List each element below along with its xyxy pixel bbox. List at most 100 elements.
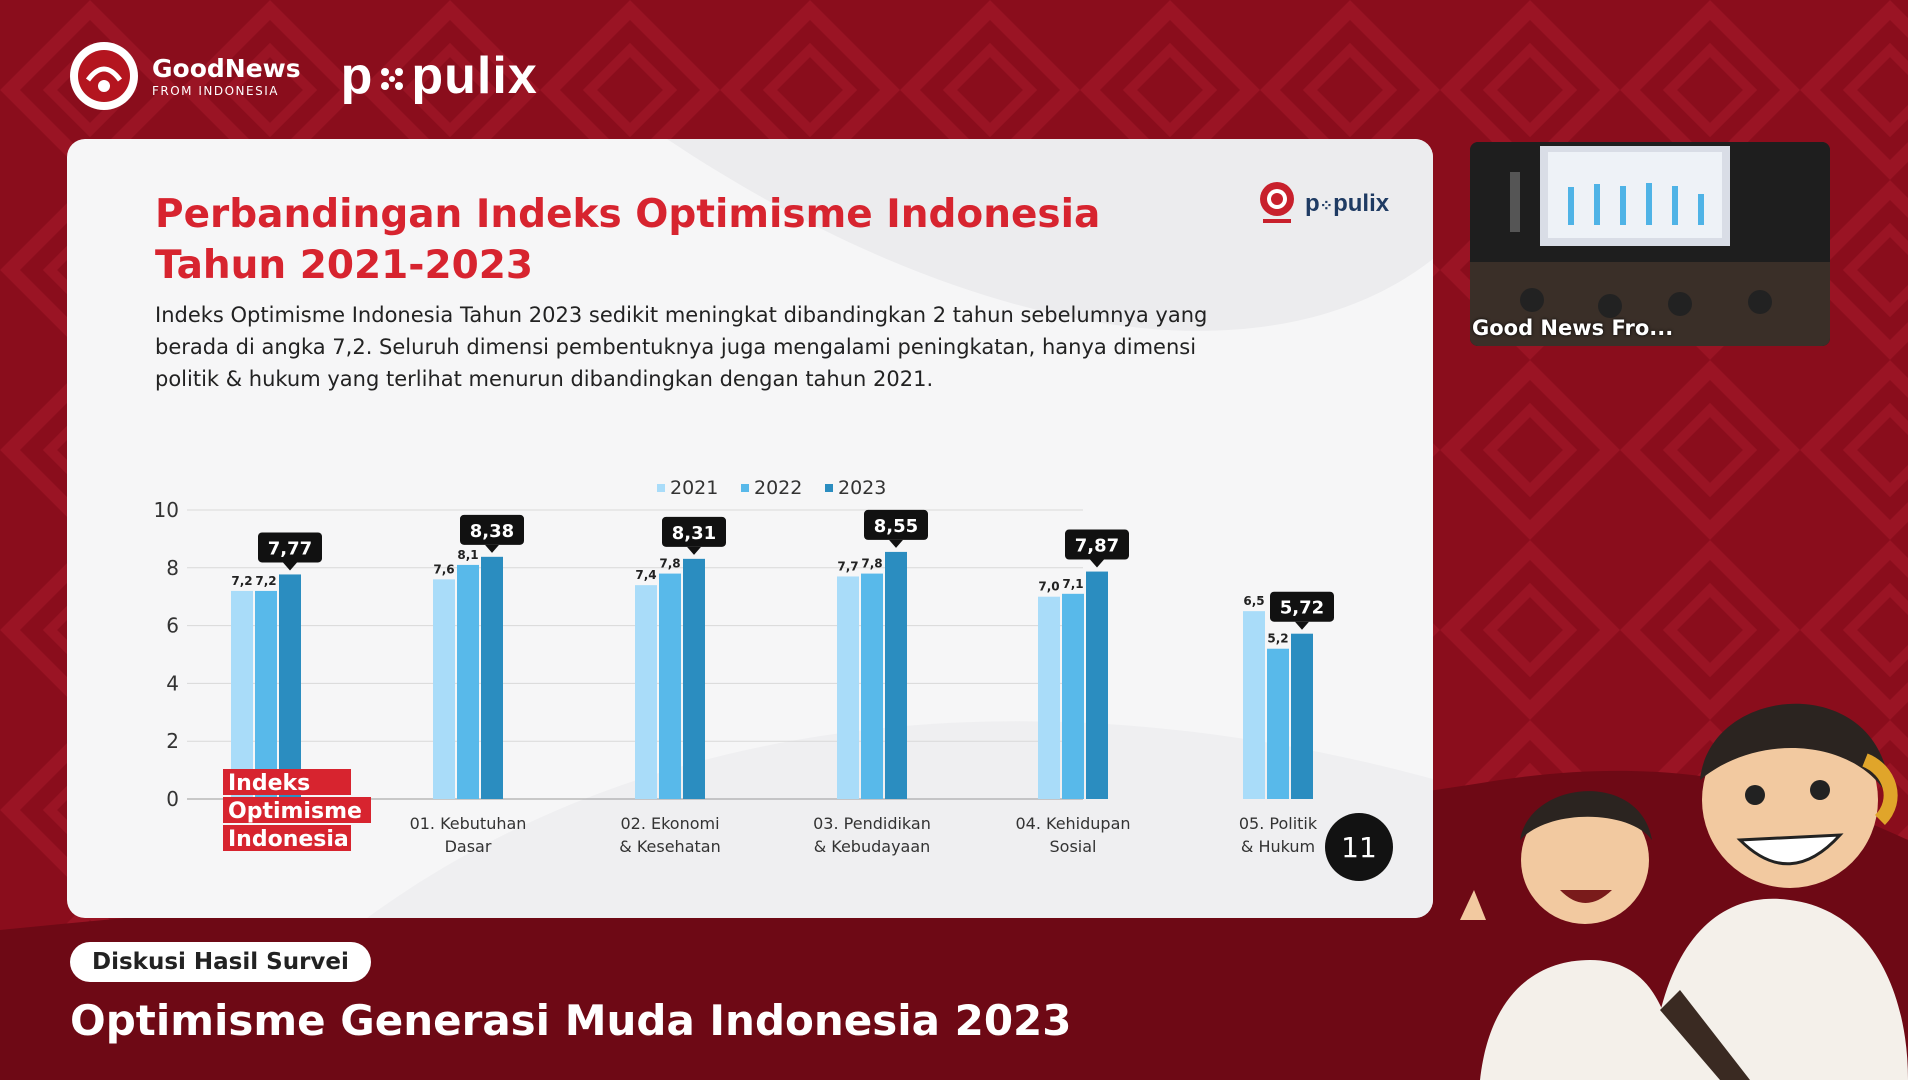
bar-2023-5 [1291,633,1313,799]
legend-label-2023: 2023 [838,477,886,499]
category-label-0-line1: Optimisme [228,799,362,824]
callout-box-4 [1065,529,1129,560]
category-label-1-line1: Dasar [445,837,492,856]
category-label-3-line1: & Kebudayaan [814,837,931,856]
populix-dots-icon [381,68,404,90]
y-tick-label-2: 2 [166,729,179,753]
data-label-2023-3: 8,55 [874,516,918,537]
callout-pointer-5 [1295,621,1309,630]
bar-2022-1 [457,564,479,799]
data-label-2021-3: 7,7 [837,559,858,573]
category-label-4-line0: 04. Kehidupan [1015,814,1130,833]
callout-pointer-2 [687,546,701,555]
callout-pointer-4 [1090,559,1104,568]
category-label-1-line0: 01. Kebutuhan [410,814,527,833]
category-label-5-line0: 05. Politik [1239,814,1318,833]
y-tick-label-6: 6 [166,614,179,638]
slide-title: Perbandingan Indeks Optimisme Indonesia … [155,189,1155,291]
populix-logo: p pulix [341,46,538,106]
bar-2021-1 [433,579,455,799]
callout-box-0 [258,532,322,563]
populix-mini-rest: pulix [1333,190,1390,217]
category-label-0-line0: Indeks [228,771,310,796]
legend-label-2021: 2021 [670,477,718,499]
goodnews-mini-logo-icon [1260,182,1294,223]
category-highlight-2 [223,825,351,851]
bar-2021-3 [837,576,859,799]
bar-2021-4 [1038,596,1060,799]
callout-box-5 [1270,591,1334,622]
bar-2023-0 [279,574,301,799]
data-label-2023-2: 8,31 [672,523,716,544]
populix-mini-p: p [1305,190,1320,217]
data-label-2022-3: 7,8 [861,557,882,571]
y-tick-label-10: 10 [154,498,179,522]
bar-2023-3 [885,551,907,799]
data-label-2022-5: 5,2 [1267,632,1288,646]
category-highlight-1 [223,797,371,823]
data-label-2021-4: 7,0 [1038,580,1059,594]
slide-title-line2: Tahun 2021-2023 [155,243,534,288]
goodnews-title: GoodNews [152,53,301,83]
mascot-illustration [1460,703,1908,1080]
callout-pointer-0 [283,562,297,571]
optimism-bar-chart: 0 2 4 6 8 10 2021 2022 2023 7,2 7,2 7,77 7,68,1 8,38 7… [154,477,1334,856]
goodnews-subtitle: FROM INDONESIA [152,83,279,98]
bar-2022-4 [1062,593,1084,799]
bar-2023-2 [683,558,705,799]
bar-2022-0 [255,590,277,799]
bar-2021-2 [635,585,657,799]
data-label-2022-1: 8,1 [457,548,478,562]
data-label-2022-2: 7,8 [659,557,680,571]
data-label-2023-5: 5,72 [1280,598,1324,619]
data-label-2022-0: 7,2 [255,574,276,588]
data-label-2021-0: 7,2 [231,574,252,588]
video-scene [1470,142,1830,346]
legend-label-2022: 2022 [754,477,802,499]
category-label-3-line0: 03. Pendidikan [813,814,931,833]
presentation-slide: Perbandingan Indeks Optimisme Indonesia … [67,139,1433,918]
callout-box-2 [662,516,726,547]
category-label-0-line2: Indonesia [228,827,349,852]
slide-logos: p⁘pulix [1259,181,1389,227]
bar-2021-5 [1243,611,1265,799]
data-label-2023-4: 7,87 [1075,536,1119,557]
bar-2022-3 [861,573,883,799]
populix-logo-rest: pulix [411,47,538,105]
callout-box-1 [460,514,524,545]
data-label-2023-0: 7,77 [268,538,312,559]
legend-swatch-2023 [825,484,833,492]
goodnews-logo: GoodNews FROM INDONESIA [68,40,301,112]
data-label-2023-1: 8,38 [470,521,514,542]
callout-box-3 [864,509,928,540]
category-highlight-0 [223,769,351,795]
data-label-2021-1: 7,6 [433,562,454,576]
slide-description: Indeks Optimisme Indonesia Tahun 2023 se… [155,303,1208,391]
slide-title-line1: Perbandingan Indeks Optimisme Indonesia [155,192,1101,237]
y-tick-label-0: 0 [166,787,179,811]
data-label-2021-5: 6,5 [1243,594,1264,608]
category-label-2-line1: & Kesehatan [619,837,720,856]
data-label-2021-2: 7,4 [635,568,656,582]
category-label-5-line1: & Hukum [1241,837,1315,856]
bar-2022-2 [659,573,681,799]
broadcast-title: Optimisme Generasi Muda Indonesia 2023 [70,996,1072,1045]
callout-pointer-3 [889,539,903,548]
populix-mini-logo: p⁘pulix [1305,190,1390,217]
y-tick-label-4: 4 [166,671,179,695]
slide-page-number: 11 [1325,813,1393,881]
goodnews-emblem-icon [70,42,138,110]
bar-2022-5 [1267,648,1289,799]
bar-2023-1 [481,556,503,799]
category-label-2-line0: 02. Ekonomi [620,814,719,833]
legend-swatch-2022 [741,484,749,492]
populix-logo-p: p [340,47,374,105]
bar-2021-0 [231,590,253,799]
y-tick-label-8: 8 [166,556,179,580]
video-participant-label: Good News Fro... [1472,316,1674,340]
callout-pointer-1 [485,544,499,553]
data-label-2022-4: 7,1 [1062,577,1083,591]
participant-video-thumbnail[interactable]: Good News Fro... [1470,142,1830,346]
legend-swatch-2021 [657,484,665,492]
category-label-4-line1: Sosial [1050,837,1097,856]
